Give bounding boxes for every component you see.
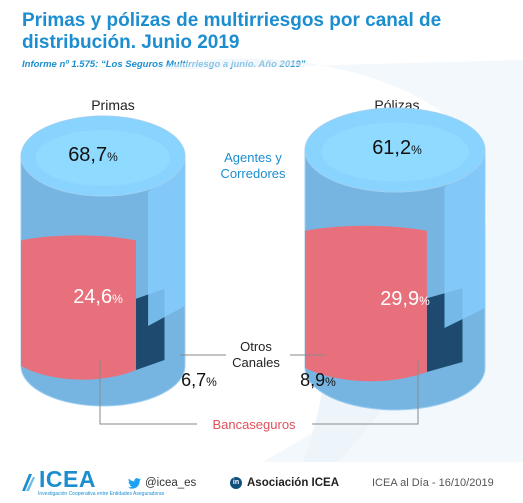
value-label-polizas-otros: 8,9% [300,370,336,390]
chart-canvas: Primas Pólizas 68,7% 24,6% 6,7% 61,2% 29… [20,58,523,462]
value-polizas-agentes: 61,2 [372,137,411,159]
svg-text:6,7%: 6,7% [181,370,217,390]
value-label-polizas-agentes: 61,2% [372,137,422,159]
icea-logo-subtext: Investigación Cooperativa entre Entidade… [38,491,165,497]
linkedin-link[interactable]: in Asociación ICEA [230,477,339,489]
value-primas-banca: 24,6 [73,286,112,308]
chart-subtitle: Informe nº 1.575: “Los Seguros Multirrie… [22,59,306,70]
publication-date: ICEA al Día - 16/10/2019 [372,477,494,489]
twitter-bird-icon [128,477,141,489]
legend-agentes-line1: Agentes y [224,150,282,165]
svg-text:24,6%: 24,6% [73,286,123,308]
slice-banca-0 [21,235,137,380]
icea-logo-mark-icon [20,471,36,493]
value-label-polizas-banca: 29,9% [380,288,430,310]
icea-logo: ICEA [20,466,96,493]
legend-otros-line1: Otros [240,339,272,354]
banca-connector [99,360,419,425]
legend-banca: Bancaseguros [212,417,296,432]
slice-agentes-wall-0 [148,156,185,326]
slice-agentes-top-0 [35,130,171,186]
value-label-primas-agentes: 68,7% [68,144,118,166]
value-primas-otros: 6,7 [181,370,206,390]
linkedin-name: Asociación ICEA [247,477,340,489]
svg-text:61,2%: 61,2% [372,137,422,159]
svg-text:8,9%: 8,9% [300,370,336,390]
slice-agentes-wall-1 [444,150,485,328]
pie-title-primas: Primas [91,97,135,113]
cylinder-polizas [304,107,486,411]
chart-title: Primas y pólizas de multirriesgos por ca… [22,10,442,53]
cylinder-primas [20,115,186,407]
icea-logo-text: ICEA [39,466,96,492]
linkedin-icon: in [230,477,242,489]
twitter-link[interactable]: @icea_es [128,477,196,489]
legend-agentes-line2: Corredores [220,166,286,181]
value-polizas-otros: 8,9 [300,370,325,390]
legend-otros-line2: Canales [232,355,280,370]
value-label-primas-banca: 24,6% [73,286,123,308]
value-polizas-banca: 29,9 [380,288,419,310]
svg-text:29,9%: 29,9% [380,288,430,310]
slice-banca-1 [305,225,427,382]
twitter-handle: @icea_es [145,477,197,489]
value-label-primas-otros: 6,7% [181,370,217,390]
svg-text:68,7%: 68,7% [68,144,118,166]
value-primas-agentes: 68,7 [68,144,107,166]
footer: ICEA Investigación Cooperativa entre Ent… [0,462,523,502]
slice-agentes-top-1 [321,122,469,182]
